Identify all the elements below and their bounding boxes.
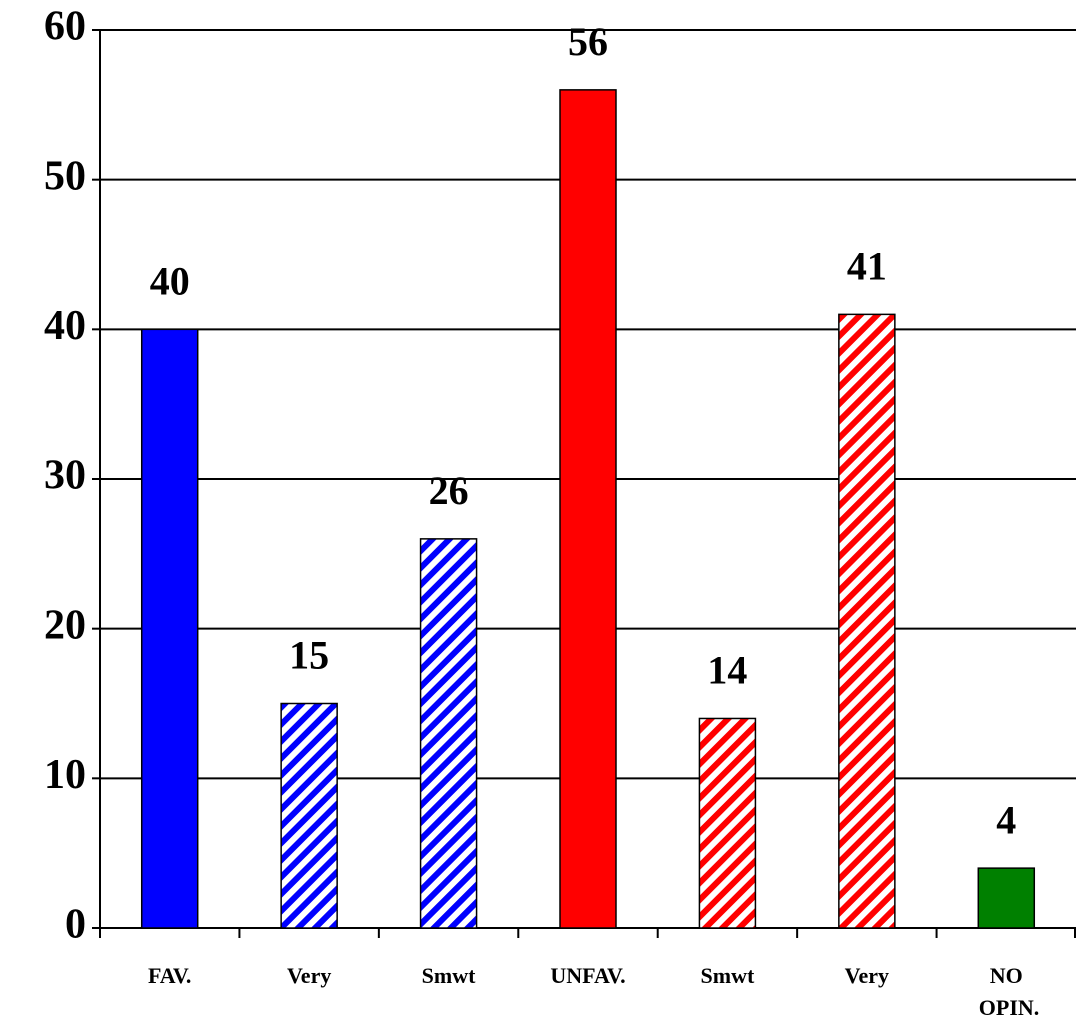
y-tick-label: 10 bbox=[44, 752, 86, 798]
bar bbox=[559, 89, 617, 929]
bar bbox=[838, 313, 896, 929]
y-tick-label: 0 bbox=[65, 902, 86, 948]
y-tick-label: 60 bbox=[44, 4, 86, 50]
x-tick-label: UNFAV. bbox=[550, 963, 625, 988]
y-tick-label: 30 bbox=[44, 453, 86, 499]
x-tick-label: Very bbox=[287, 963, 331, 988]
x-tick-label: Very bbox=[845, 963, 889, 988]
value-label: 4 bbox=[996, 797, 1016, 842]
y-tick-label: 20 bbox=[44, 602, 86, 648]
x-tick-label: NO OPIN. bbox=[973, 963, 1039, 1020]
bar bbox=[698, 717, 757, 929]
bar bbox=[977, 867, 1036, 929]
bar bbox=[419, 538, 478, 929]
value-label: 15 bbox=[289, 633, 329, 678]
x-tick-label: Smwt bbox=[422, 963, 476, 988]
bar bbox=[280, 702, 338, 929]
bar bbox=[140, 328, 199, 929]
value-label: 14 bbox=[707, 648, 747, 693]
value-label: 40 bbox=[150, 259, 190, 304]
x-tick-label: FAV. bbox=[148, 963, 191, 988]
value-label: 56 bbox=[568, 19, 608, 64]
value-label: 26 bbox=[429, 468, 469, 513]
y-tick-label: 50 bbox=[44, 153, 86, 199]
x-tick-label: Smwt bbox=[701, 963, 755, 988]
y-tick-label: 40 bbox=[44, 303, 86, 349]
value-label: 41 bbox=[847, 244, 887, 289]
